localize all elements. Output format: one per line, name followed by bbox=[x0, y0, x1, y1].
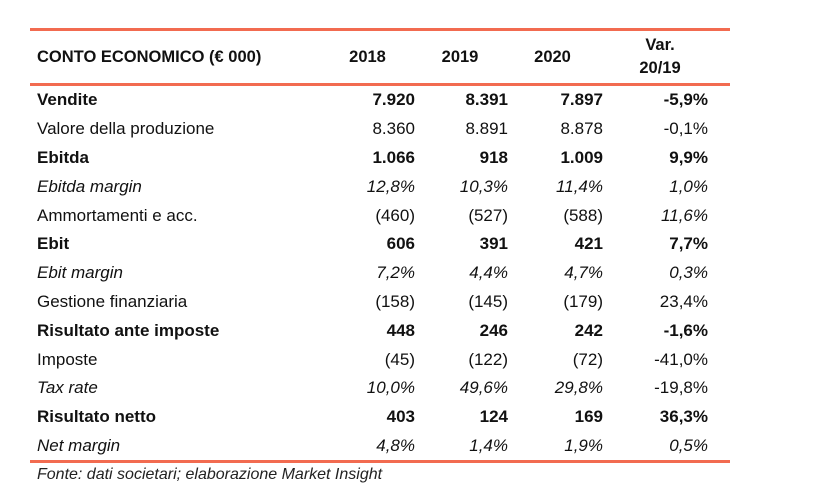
row-label: Gestione finanziaria bbox=[37, 291, 188, 311]
row-label: Ebit margin bbox=[37, 263, 123, 283]
value-2019: 8.891 bbox=[465, 119, 508, 139]
table-body: Vendite 7.920 8.391 7.897 -5,9% Valore della … bbox=[30, 86, 730, 460]
value-2020: (72) bbox=[572, 349, 603, 369]
table-row: Gestione finanziaria (158) (145) (179) 23,4% bbox=[30, 288, 730, 317]
table-row: Risultato netto 403 124 169 36,3% bbox=[30, 403, 730, 432]
value-2019: 49,6% bbox=[459, 378, 508, 398]
row-label: Net margin bbox=[37, 435, 121, 455]
value-var: 11,6% bbox=[661, 205, 708, 225]
row-label: Valore della produzione bbox=[37, 119, 215, 139]
value-2020: 1.009 bbox=[560, 147, 603, 167]
value-2018: (460) bbox=[375, 205, 415, 225]
table-row: Ammortamenti e acc. (460) (527) (588) 11,6% bbox=[30, 201, 730, 230]
header-variation: Var. 20/19 bbox=[600, 34, 720, 80]
value-var: 36,3% bbox=[659, 407, 708, 427]
value-var: -19,8% bbox=[654, 378, 708, 398]
row-label: Ebitda bbox=[37, 147, 89, 167]
value-2018: (45) bbox=[384, 349, 415, 369]
row-label: Risultato netto bbox=[37, 407, 156, 427]
table-row: Net margin 4,8% 1,4% 1,9% 0,5% bbox=[30, 432, 730, 461]
source-note: Fonte: dati societari; elaborazione Mark… bbox=[37, 466, 383, 483]
header-2020: 2020 bbox=[534, 47, 571, 66]
value-2019: (122) bbox=[468, 349, 508, 369]
value-var: -1,6% bbox=[663, 320, 708, 340]
value-2019: 246 bbox=[479, 320, 508, 340]
value-var: -0,1% bbox=[663, 119, 708, 139]
value-2019: 918 bbox=[479, 147, 508, 167]
value-var: -5,9% bbox=[663, 90, 708, 110]
value-2018: 7.920 bbox=[372, 90, 415, 110]
header-var-line2: 20/19 bbox=[639, 59, 681, 77]
table-row: Ebitda 1.066 918 1.009 9,9% bbox=[30, 144, 730, 173]
value-var: -41,0% bbox=[654, 349, 708, 369]
row-label: Ebitda margin bbox=[37, 176, 142, 196]
table-row: Ebit margin 7,2% 4,4% 4,7% 0,3% bbox=[30, 259, 730, 288]
value-2020: 421 bbox=[574, 234, 603, 254]
value-var: 7,7% bbox=[669, 234, 708, 254]
value-2019: 8.391 bbox=[465, 90, 508, 110]
row-label: Ebit bbox=[37, 234, 70, 254]
value-var: 1,0% bbox=[669, 176, 708, 196]
header-2018: 2018 bbox=[349, 47, 386, 66]
value-var: 0,3% bbox=[669, 263, 708, 283]
value-2018: 8.360 bbox=[372, 119, 415, 139]
row-label: Imposte bbox=[37, 349, 98, 369]
row-label: Risultato ante imposte bbox=[37, 320, 220, 340]
value-var: 9,9% bbox=[669, 147, 708, 167]
value-2020: 242 bbox=[574, 320, 603, 340]
value-2020: 169 bbox=[574, 407, 603, 427]
value-2019: (527) bbox=[468, 205, 508, 225]
value-2018: 403 bbox=[386, 407, 415, 427]
value-2018: 448 bbox=[386, 320, 415, 340]
value-2018: 606 bbox=[386, 234, 415, 254]
table-header: CONTO ECONOMICO (€ 000) 2018 2019 2020 V… bbox=[30, 31, 730, 83]
bottom-rule bbox=[30, 460, 730, 464]
value-2019: 391 bbox=[479, 234, 508, 254]
table-row: Risultato ante imposte 448 246 242 -1,6% bbox=[30, 316, 730, 345]
value-2018: 7,2% bbox=[376, 263, 415, 283]
value-2019: 10,3% bbox=[459, 176, 508, 196]
table-row: Imposte (45) (122) (72) -41,0% bbox=[30, 345, 730, 374]
value-var: 23,4% bbox=[659, 291, 708, 311]
value-2020: (588) bbox=[563, 205, 603, 225]
row-label: Tax rate bbox=[37, 378, 98, 398]
value-2019: (145) bbox=[468, 291, 508, 311]
value-2020: 11,4% bbox=[556, 176, 603, 196]
value-2019: 124 bbox=[479, 407, 508, 427]
header-2019: 2019 bbox=[441, 47, 479, 66]
value-2018: (158) bbox=[375, 291, 415, 311]
table-row: Ebit 606 391 421 7,7% bbox=[30, 230, 730, 259]
table-row: Valore della produzione 8.360 8.891 8.878 -0… bbox=[30, 115, 730, 144]
table-row: Ebitda margin 12,8% 10,3% 11,4% 1,0% bbox=[30, 172, 730, 201]
value-2018: 10,0% bbox=[366, 378, 415, 398]
value-2018: 4,8% bbox=[376, 435, 415, 455]
value-2020: 8.878 bbox=[560, 119, 603, 139]
income-statement-table: CONTO ECONOMICO (€ 000) 2018 2019 2020 V… bbox=[30, 28, 730, 464]
value-2018: 1.066 bbox=[372, 147, 415, 167]
value-2020: 4,7% bbox=[564, 263, 603, 283]
header-title: CONTO ECONOMICO (€ 000) bbox=[37, 47, 262, 66]
value-2019: 4,4% bbox=[469, 263, 508, 283]
value-var: 0,5% bbox=[669, 435, 708, 455]
value-2020: 29,8% bbox=[554, 378, 603, 398]
value-2020: (179) bbox=[563, 291, 603, 311]
value-2019: 1,4% bbox=[469, 435, 508, 455]
header-rule bbox=[30, 83, 730, 86]
row-label: Ammortamenti e acc. bbox=[37, 205, 198, 225]
row-label: Vendite bbox=[37, 90, 98, 110]
top-rule bbox=[30, 28, 730, 31]
value-2020: 1,9% bbox=[564, 435, 603, 455]
header-var-line1: Var. bbox=[645, 36, 675, 54]
value-2020: 7.897 bbox=[560, 90, 603, 110]
table-row: Tax rate 10,0% 49,6% 29,8% -19,8% bbox=[30, 374, 730, 403]
value-2018: 12,8% bbox=[366, 176, 415, 196]
table-row: Vendite 7.920 8.391 7.897 -5,9% bbox=[30, 86, 730, 115]
